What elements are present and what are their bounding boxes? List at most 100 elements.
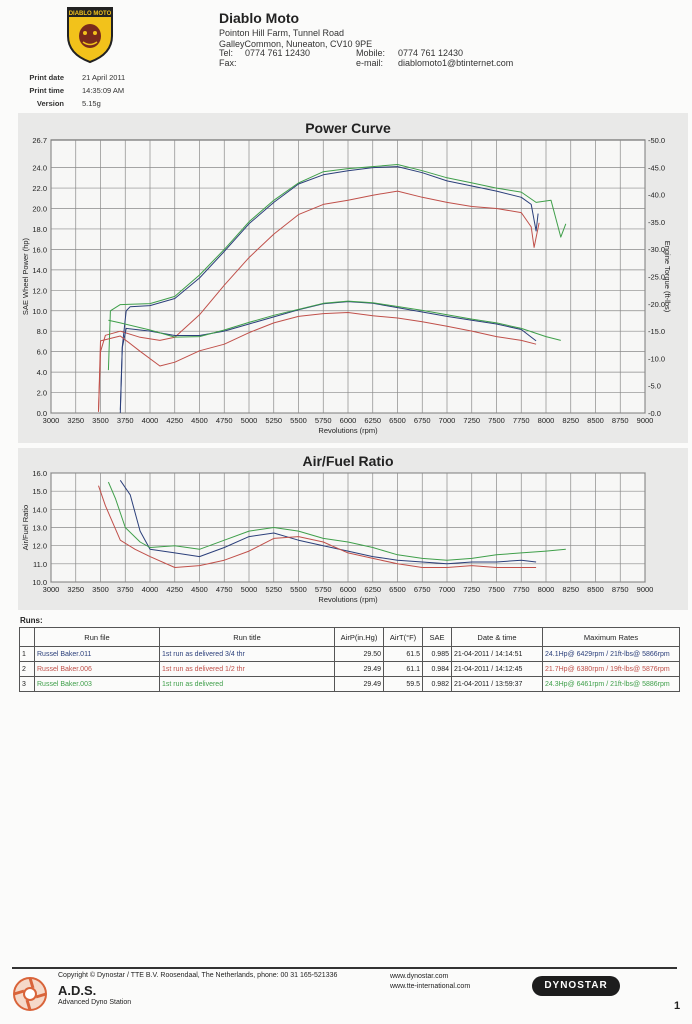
cell-row-index: 2 — [19, 661, 35, 677]
x-tick-label: 4000 — [142, 416, 159, 425]
x-tick-label: 6500 — [389, 416, 406, 425]
cell-max-rates: 24.3Hp@ 6461rpm / 21ft-lbs@ 5886rpm — [542, 676, 680, 692]
x-tick-label: 5250 — [265, 416, 282, 425]
x-tick-label: 6750 — [414, 416, 431, 425]
cell-run-file: Russel Baker.011 — [34, 646, 160, 662]
y2-tick-label: -0.0 — [648, 409, 661, 418]
col-run-file: Run file — [34, 627, 160, 647]
cell-airt: 61.5 — [383, 646, 423, 662]
footer-brand-sub: Advanced Dyno Station — [58, 999, 132, 1006]
cell-datetime: 21-04-2011 / 14:14:51 — [451, 646, 543, 662]
y2-tick-label: -45.0 — [648, 163, 665, 172]
dynostar-badge: DYNOSTAR — [532, 976, 620, 996]
chart-title: Air/Fuel Ratio — [302, 453, 393, 469]
footer-web-1[interactable]: www.dynostar.com — [390, 973, 449, 980]
x-tick-label: 5500 — [290, 416, 307, 425]
x-tick-label: 6250 — [364, 585, 381, 594]
col-max-rates: Maximum Rates — [542, 627, 680, 647]
y-axis-label: SAE Wheel Power (hp) — [21, 237, 30, 315]
y-tick-label: 4.0 — [37, 368, 47, 377]
cell-run-title: 1st run as delivered 3/4 thr — [159, 646, 335, 662]
y-tick-label: 15.0 — [32, 487, 47, 496]
tel-value: 0774 761 12430 — [245, 48, 311, 58]
cell-max-rates: 21.7Hp@ 6380rpm / 19ft-lbs@ 5876rpm — [542, 661, 680, 677]
x-tick-label: 3750 — [117, 416, 134, 425]
y-tick-label: 12.0 — [32, 542, 47, 551]
x-tick-label: 3250 — [67, 416, 84, 425]
x-tick-label: 8500 — [587, 416, 604, 425]
runs-table: Run file Run title AirP(in.Hg) AirT(°F) … — [19, 627, 680, 692]
x-tick-label: 8750 — [612, 585, 629, 594]
cell-run-file: Russel Baker.003 — [34, 676, 160, 692]
y-tick-label: 13.0 — [32, 524, 47, 533]
cell-datetime: 21-04-2011 / 13:59:37 — [451, 676, 543, 692]
mobile-value: 0774 761 12430 — [398, 48, 464, 58]
y2-tick-label: -40.0 — [648, 191, 665, 200]
series-line-russel-baker-006-torque — [98, 312, 537, 412]
x-tick-label: 3000 — [43, 585, 60, 594]
ads-logo-icon — [13, 977, 47, 1011]
x-tick-label: 4250 — [166, 416, 183, 425]
x-tick-label: 6000 — [340, 585, 357, 594]
y-tick-label: 16.0 — [32, 469, 47, 478]
col-index — [19, 627, 35, 647]
email-label: e-mail: — [356, 58, 384, 68]
col-run-title: Run title — [159, 627, 335, 647]
y-tick-label: 10.0 — [32, 307, 47, 316]
y2-tick-label: -25.0 — [648, 273, 665, 282]
x-tick-label: 4000 — [142, 585, 159, 594]
cell-row-index: 1 — [19, 646, 35, 662]
mobile-label: Mobile: — [356, 48, 386, 58]
footer-web-2[interactable]: www.tte-international.com — [390, 983, 471, 990]
x-tick-label: 4500 — [191, 585, 208, 594]
y-tick-label: 24.0 — [32, 164, 47, 173]
x-tick-label: 5750 — [315, 585, 332, 594]
chart-title: Power Curve — [305, 120, 391, 136]
y-tick-label: 12.0 — [32, 286, 47, 295]
x-tick-label: 8250 — [562, 416, 579, 425]
cell-sae: 0.982 — [422, 676, 452, 692]
x-tick-label: 9000 — [637, 416, 654, 425]
cell-run-file: Russel Baker.006 — [34, 661, 160, 677]
address-line-2: GalleyCommon, Nuneaton, CV10 9PE — [219, 39, 373, 49]
col-datetime: Date & time — [451, 627, 543, 647]
col-airt: AirT(°F) — [383, 627, 423, 647]
x-tick-label: 8000 — [538, 585, 555, 594]
address-line-1: Pointon Hill Farm, Tunnel Road — [219, 28, 345, 38]
cell-max-rates: 24.1Hp@ 6429rpm / 21ft-lbs@ 5866rpm — [542, 646, 680, 662]
x-tick-label: 6500 — [389, 585, 406, 594]
x-tick-label: 3750 — [117, 585, 134, 594]
x-tick-label: 5000 — [241, 585, 258, 594]
series-line-russel-baker-011-afr — [119, 480, 537, 565]
x-tick-label: 5750 — [315, 416, 332, 425]
y-tick-label: 10.0 — [32, 578, 47, 587]
col-airp: AirP(in.Hg) — [334, 627, 384, 647]
cell-sae: 0.985 — [422, 646, 452, 662]
x-tick-label: 4750 — [216, 585, 233, 594]
x-tick-label: 9000 — [637, 585, 654, 594]
y-tick-label: 14.0 — [32, 505, 47, 514]
page-number: 1 — [674, 1000, 681, 1012]
print-date-value: 21 April 2011 — [82, 73, 126, 82]
y2-tick-label: -10.0 — [648, 354, 665, 363]
x-tick-label: 3500 — [92, 416, 109, 425]
series-line-russel-baker-003-afr — [107, 481, 566, 561]
x-tick-label: 5000 — [241, 416, 258, 425]
x-tick-label: 3500 — [92, 585, 109, 594]
x-tick-label: 7000 — [439, 585, 456, 594]
y2-tick-label: -15.0 — [648, 327, 665, 336]
version-value: 5.15g — [82, 99, 101, 108]
print-time-label: Print time — [29, 86, 64, 95]
cell-airp: 29.49 — [334, 676, 384, 692]
y2-tick-label: -20.0 — [648, 300, 665, 309]
x-tick-label: 7750 — [513, 416, 530, 425]
cell-run-title: 1st run as delivered — [159, 676, 335, 692]
x-tick-label: 6000 — [340, 416, 357, 425]
x-tick-label: 7250 — [463, 585, 480, 594]
y-tick-label: 14.0 — [32, 266, 47, 275]
x-tick-label: 4500 — [191, 416, 208, 425]
cell-airt: 61.1 — [383, 661, 423, 677]
y-tick-label: 0.0 — [37, 409, 47, 418]
table-row: 1 Russel Baker.011 1st run as delivered 3/… — [19, 646, 680, 662]
x-tick-label: 8000 — [538, 416, 555, 425]
